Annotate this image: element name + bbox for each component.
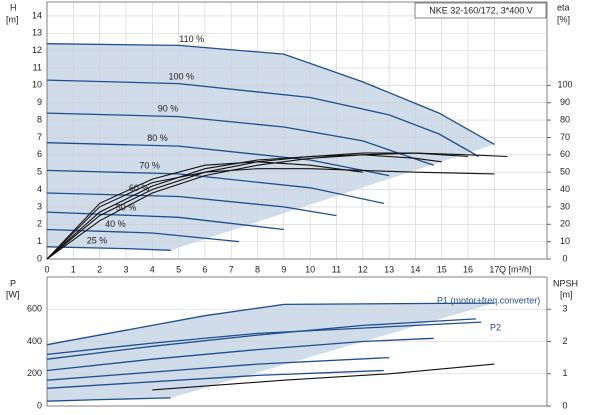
chart-title: NKE 32-160/172, 3*400 V xyxy=(429,5,533,15)
y2-tick-label: 50 xyxy=(560,167,570,177)
y-tick-label: 13 xyxy=(32,28,42,38)
x-tick-label: 2 xyxy=(97,264,102,274)
y-tick-label: 3 xyxy=(37,201,42,211)
curve-label: 25 % xyxy=(87,235,108,245)
y2-tick-label: 60 xyxy=(560,149,570,159)
curve-label: 100 % xyxy=(168,71,194,81)
x-tick-label: 14 xyxy=(410,264,420,274)
curve xyxy=(46,142,390,177)
y-tick-label: 0 xyxy=(37,400,42,410)
y-tick-label: 7 xyxy=(37,132,42,142)
curve-label: 60 % xyxy=(129,183,150,193)
y-tick-label: 12 xyxy=(32,45,42,55)
y-tick-label: 4 xyxy=(37,184,42,194)
y2-tick-label: 0 xyxy=(562,253,567,263)
y2-tick-label: 20 xyxy=(560,219,570,229)
y2-tick-label: 1 xyxy=(562,368,567,378)
y-tick-label: 6 xyxy=(37,149,42,159)
curve xyxy=(46,337,434,372)
curve xyxy=(46,161,363,260)
curve xyxy=(46,192,337,217)
x-axis-label: Q [m³/h] xyxy=(499,264,532,274)
curve xyxy=(46,318,476,360)
operating-area xyxy=(47,43,495,251)
curve-label: 110 % xyxy=(179,34,204,44)
curve xyxy=(46,302,495,346)
x-tick-label: 7 xyxy=(229,264,234,274)
y2-axis-unit: [m] xyxy=(560,289,573,299)
y-tick-label: 10 xyxy=(32,80,42,90)
y2-axis-label: eta xyxy=(557,2,570,12)
x-tick-label: 1 xyxy=(71,264,76,274)
y2-tick-label: 80 xyxy=(560,114,570,124)
curve xyxy=(46,79,479,158)
curve xyxy=(46,321,482,356)
y2-tick-label: 100 xyxy=(557,80,572,90)
y2-tick-label: 2 xyxy=(562,336,567,346)
curve xyxy=(46,154,442,260)
x-tick-label: 0 xyxy=(44,264,49,274)
y-tick-label: 14 xyxy=(32,10,42,20)
y-axis-label: H xyxy=(10,2,17,12)
y-axis-unit: [W] xyxy=(6,289,20,299)
x-tick-label: 8 xyxy=(255,264,260,274)
curve xyxy=(152,363,495,391)
curve xyxy=(46,168,495,260)
y2-tick-label: 40 xyxy=(560,184,570,194)
y-tick-label: 2 xyxy=(37,219,42,229)
curve-label: 50 % xyxy=(116,203,137,213)
curve-label: 80 % xyxy=(147,133,168,143)
x-tick-label: 3 xyxy=(123,264,128,274)
y2-tick-label: 90 xyxy=(560,97,570,107)
curve xyxy=(46,152,508,260)
y-tick-label: 11 xyxy=(33,62,42,72)
curve-label: 90 % xyxy=(158,104,179,114)
y2-axis-unit: [%] xyxy=(557,14,570,24)
y2-tick-label: 70 xyxy=(560,132,570,142)
curve xyxy=(46,246,171,251)
y2-tick-label: 0 xyxy=(562,400,567,410)
curve xyxy=(46,356,390,381)
y-tick-label: 5 xyxy=(37,167,42,177)
x-tick-label: 9 xyxy=(281,264,286,274)
y-axis-label: P xyxy=(10,278,16,288)
y-tick-label: 0 xyxy=(37,253,42,263)
title-box xyxy=(414,2,547,19)
y-tick-label: 9 xyxy=(37,97,42,107)
curve xyxy=(46,43,495,145)
y2-axis-label: NPSH xyxy=(553,278,578,288)
x-tick-label: 5 xyxy=(176,264,181,274)
x-tick-label: 12 xyxy=(358,264,368,274)
y-axis-unit: [m] xyxy=(6,14,19,24)
curve-label: 70 % xyxy=(139,161,160,171)
curve xyxy=(46,169,384,205)
annotation: P1 (motor+freq.converter) xyxy=(437,295,540,305)
curve xyxy=(46,397,171,402)
y-tick-label: 8 xyxy=(37,114,42,124)
y2-tick-label: 10 xyxy=(560,236,570,246)
curve xyxy=(46,211,284,231)
x-tick-label: 15 xyxy=(437,264,447,274)
curve-label: 40 % xyxy=(105,219,126,229)
y2-tick-label: 30 xyxy=(560,201,570,211)
y-tick-label: 600 xyxy=(27,304,42,314)
y2-tick-label: 3 xyxy=(562,304,567,314)
x-tick-label: 17 xyxy=(489,264,499,274)
y-tick-label: 1 xyxy=(37,236,42,246)
plot-frame xyxy=(46,1,548,260)
plot-frame xyxy=(46,276,548,407)
x-tick-label: 16 xyxy=(463,264,473,274)
x-tick-label: 6 xyxy=(202,264,207,274)
x-tick-label: 13 xyxy=(384,264,394,274)
curve xyxy=(46,112,435,166)
annotation: P2 xyxy=(490,322,501,332)
curve xyxy=(46,369,384,389)
x-tick-label: 4 xyxy=(150,264,155,274)
y-tick-label: 400 xyxy=(27,336,42,346)
y-tick-label: 200 xyxy=(27,368,42,378)
x-tick-label: 11 xyxy=(332,264,341,274)
x-tick-label: 10 xyxy=(305,264,315,274)
